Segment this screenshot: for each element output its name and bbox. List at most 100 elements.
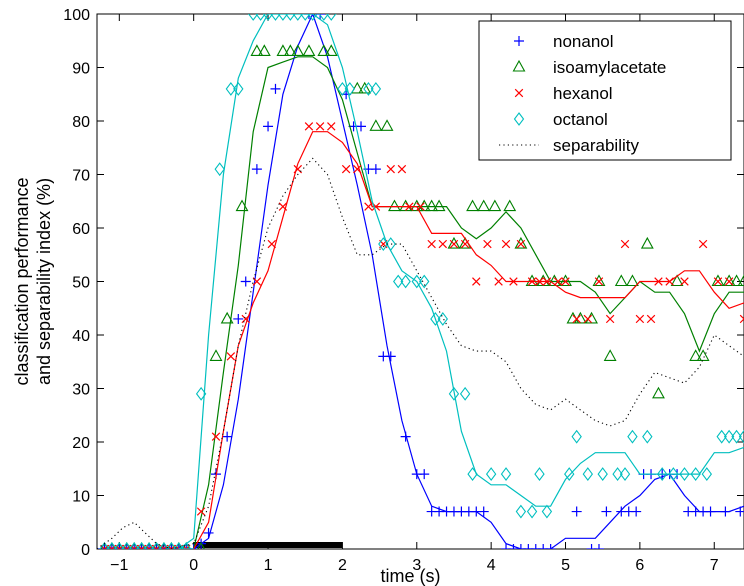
data-point-nonanol — [106, 544, 117, 549]
data-point-nonanol — [530, 544, 541, 549]
data-point-octanol — [723, 429, 735, 444]
y-tick-label: 10 — [72, 489, 90, 506]
data-point-nonanol — [181, 544, 192, 549]
data-point-hexanol — [226, 352, 236, 361]
data-point-isoamylacetate — [380, 119, 394, 131]
x-tick-label: 1 — [264, 557, 273, 574]
data-point-isoamylacetate — [488, 199, 502, 212]
data-point-octanol — [173, 542, 184, 549]
data-point-nonanol — [270, 83, 281, 94]
data-point-nonanol — [129, 544, 140, 549]
data-point-nonanol — [166, 544, 177, 549]
data-point-octanol — [515, 504, 527, 519]
data-point-octanol — [262, 14, 274, 21]
data-point-nonanol — [631, 506, 642, 517]
data-point-nonanol — [538, 544, 549, 549]
data-point-nonanol — [233, 313, 244, 324]
data-point-octanol — [668, 467, 679, 482]
data-point-hexanol — [654, 277, 663, 286]
data-point-nonanol — [173, 544, 184, 549]
data-point-octanol — [500, 467, 512, 482]
data-point-octanol — [143, 542, 155, 549]
data-point-nonanol — [315, 14, 326, 19]
data-point-nonanol — [188, 544, 199, 549]
data-point-isoamylacetate — [592, 274, 606, 287]
data-point-isoamylacetate — [670, 274, 684, 287]
data-point-nonanol — [720, 506, 731, 517]
y-tick-label: 90 — [72, 61, 90, 78]
data-point-isoamylacetate — [209, 349, 223, 361]
data-point-isoamylacetate — [182, 541, 191, 549]
data-point-octanol — [285, 14, 296, 21]
data-point-nonanol — [144, 544, 155, 549]
data-point-isoamylacetate — [737, 274, 744, 287]
data-point-hexanol — [278, 202, 288, 211]
data-point-hexanol — [724, 277, 734, 286]
data-point-nonanol — [158, 544, 169, 549]
legend-item-isoamylacetate-label: isoamylacetate — [553, 58, 666, 77]
data-point-octanol — [255, 14, 266, 21]
data-point-octanol — [121, 542, 132, 549]
data-point-hexanol — [353, 164, 362, 174]
data-point-isoamylacetate — [197, 541, 206, 549]
data-point-isoamylacetate — [283, 44, 297, 56]
data-point-isoamylacetate — [432, 199, 446, 212]
data-point-nonanol — [515, 544, 526, 549]
data-point-hexanol — [665, 277, 674, 286]
data-point-octanol — [128, 542, 140, 549]
data-point-octanol — [411, 274, 422, 289]
data-point-isoamylacetate — [425, 199, 439, 212]
data-point-hexanol — [553, 277, 563, 286]
legend-item-separability-label: separability — [553, 136, 639, 155]
data-point-isoamylacetate — [388, 199, 401, 212]
data-point-hexanol — [594, 277, 604, 286]
y-tick-label: 100 — [63, 7, 90, 24]
data-point-nonanol — [370, 164, 381, 175]
data-point-octanol — [701, 467, 713, 482]
data-point-isoamylacetate — [167, 541, 176, 549]
y-tick-label: 50 — [72, 275, 90, 292]
series-line-octanol — [177, 14, 744, 549]
data-point-nonanol — [251, 164, 262, 175]
data-point-isoamylacetate — [137, 541, 146, 549]
data-point-hexanol — [739, 314, 744, 324]
data-point-hexanol — [405, 202, 414, 211]
data-point-hexanol — [304, 122, 314, 131]
data-point-isoamylacetate — [626, 274, 639, 287]
data-point-octanol — [378, 237, 389, 251]
data-point-hexanol — [416, 202, 425, 211]
legend-item-nonanol-label: nonanol — [553, 32, 614, 51]
data-point-nonanol — [222, 431, 233, 442]
data-point-isoamylacetate — [614, 274, 628, 287]
data-point-nonanol — [203, 527, 214, 538]
data-point-octanol — [430, 312, 441, 326]
data-point-octanol — [582, 467, 594, 482]
data-point-isoamylacetate — [358, 81, 372, 94]
y-tick-label: 70 — [72, 168, 90, 185]
legend-item-octanol-marker — [513, 112, 525, 126]
data-point-octanol — [541, 504, 553, 519]
data-point-isoamylacetate — [257, 44, 271, 56]
data-point-isoamylacetate — [130, 541, 139, 549]
data-point-isoamylacetate — [477, 199, 491, 212]
data-point-hexanol — [483, 239, 492, 249]
data-point-nonanol — [508, 544, 519, 549]
data-point-nonanol — [136, 544, 147, 549]
data-point-nonanol — [593, 544, 604, 549]
data-point-octanol — [731, 429, 742, 444]
data-point-isoamylacetate — [696, 349, 710, 361]
data-point-nonanol — [501, 544, 512, 549]
y-tick-label: 60 — [72, 221, 90, 238]
data-point-hexanol — [698, 239, 708, 249]
data-point-isoamylacetate — [603, 349, 617, 361]
data-point-octanol — [106, 542, 118, 549]
data-point-isoamylacetate — [324, 44, 338, 56]
data-point-hexanol — [449, 239, 459, 249]
data-point-octanol — [419, 274, 430, 289]
data-point-hexanol — [605, 314, 615, 324]
data-point-nonanol — [240, 276, 251, 287]
y-tick-label: 40 — [72, 328, 90, 345]
data-point-octanol — [195, 386, 207, 401]
x-tick-label: 2 — [338, 557, 347, 574]
y-tick-label: 20 — [72, 435, 90, 452]
